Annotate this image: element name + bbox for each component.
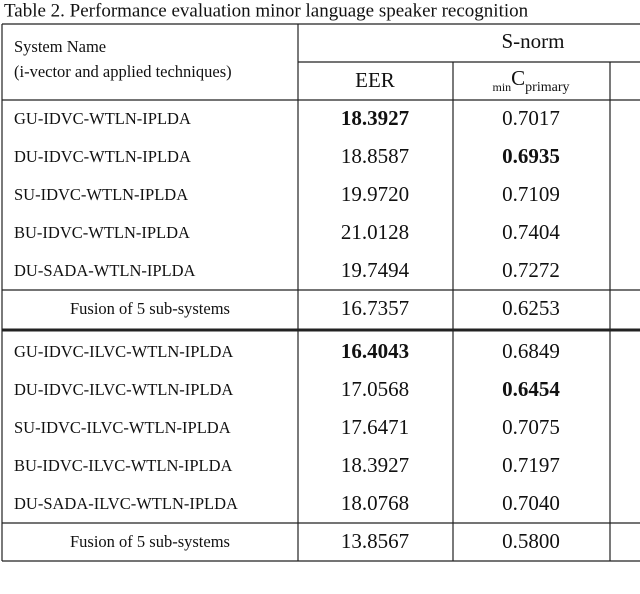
minc-sub: primary: [525, 80, 569, 95]
system-name: GU-IDVC-ILVC-WTLN-IPLDA: [14, 342, 233, 361]
minc-value: 0.6935: [502, 144, 560, 168]
header-minc: minCprimary: [492, 66, 569, 95]
system-name: DU-IDVC-WTLN-IPLDA: [14, 147, 191, 166]
eer-value: 18.3927: [341, 453, 409, 477]
system-name: Fusion of 5 sub-systems: [70, 532, 230, 551]
minc-value: 0.7017: [502, 106, 560, 130]
system-name: DU-SADA-WTLN-IPLDA: [14, 261, 196, 280]
minc-value: 0.6454: [502, 377, 560, 401]
minc-value: 0.7040: [502, 491, 560, 515]
eer-value: 17.0568: [341, 377, 409, 401]
eer-value: 19.9720: [341, 182, 409, 206]
header-system: System Name: [14, 37, 106, 56]
minc-main: C: [511, 66, 525, 90]
header-system-sub: (i-vector and applied techniques): [14, 62, 232, 81]
eer-value: 18.0768: [341, 491, 409, 515]
eer-value: 19.7494: [341, 258, 410, 282]
minc-value: 0.7272: [502, 258, 560, 282]
eer-value: 16.4043: [341, 339, 409, 363]
minc-pre: min: [492, 80, 511, 94]
minc-value: 0.6253: [502, 296, 560, 320]
system-name: GU-IDVC-WTLN-IPLDA: [14, 109, 191, 128]
system-name: SU-IDVC-WTLN-IPLDA: [14, 185, 188, 204]
caption: Table 2. Performance evaluation minor la…: [4, 0, 529, 21]
minc-value: 0.7109: [502, 182, 560, 206]
minc-value: 0.5800: [502, 529, 560, 553]
system-name: DU-IDVC-ILVC-WTLN-IPLDA: [14, 380, 233, 399]
table-body: GU-IDVC-WTLN-IPLDA 18.3927 0.7017 DU-IDVC-W…: [14, 106, 560, 553]
eer-value: 13.8567: [341, 529, 409, 553]
system-name: SU-IDVC-ILVC-WTLN-IPLDA: [14, 418, 231, 437]
system-name: DU-SADA-ILVC-WTLN-IPLDA: [14, 494, 238, 513]
system-name: BU-IDVC-ILVC-WTLN-IPLDA: [14, 456, 233, 475]
eer-value: 18.8587: [341, 144, 409, 168]
eer-value: 21.0128: [341, 220, 409, 244]
system-name: BU-IDVC-WTLN-IPLDA: [14, 223, 190, 242]
header-eer: EER: [355, 68, 395, 92]
grid: [1, 23, 640, 562]
system-name: Fusion of 5 sub-systems: [70, 299, 230, 318]
minc-value: 0.7075: [502, 415, 560, 439]
header-group: S-norm: [502, 29, 565, 53]
eer-value: 16.7357: [341, 296, 409, 320]
eer-value: 17.6471: [341, 415, 409, 439]
minc-value: 0.7404: [502, 220, 560, 244]
minc-value: 0.6849: [502, 339, 560, 363]
eer-value: 18.3927: [341, 106, 409, 130]
minc-value: 0.7197: [502, 453, 560, 477]
